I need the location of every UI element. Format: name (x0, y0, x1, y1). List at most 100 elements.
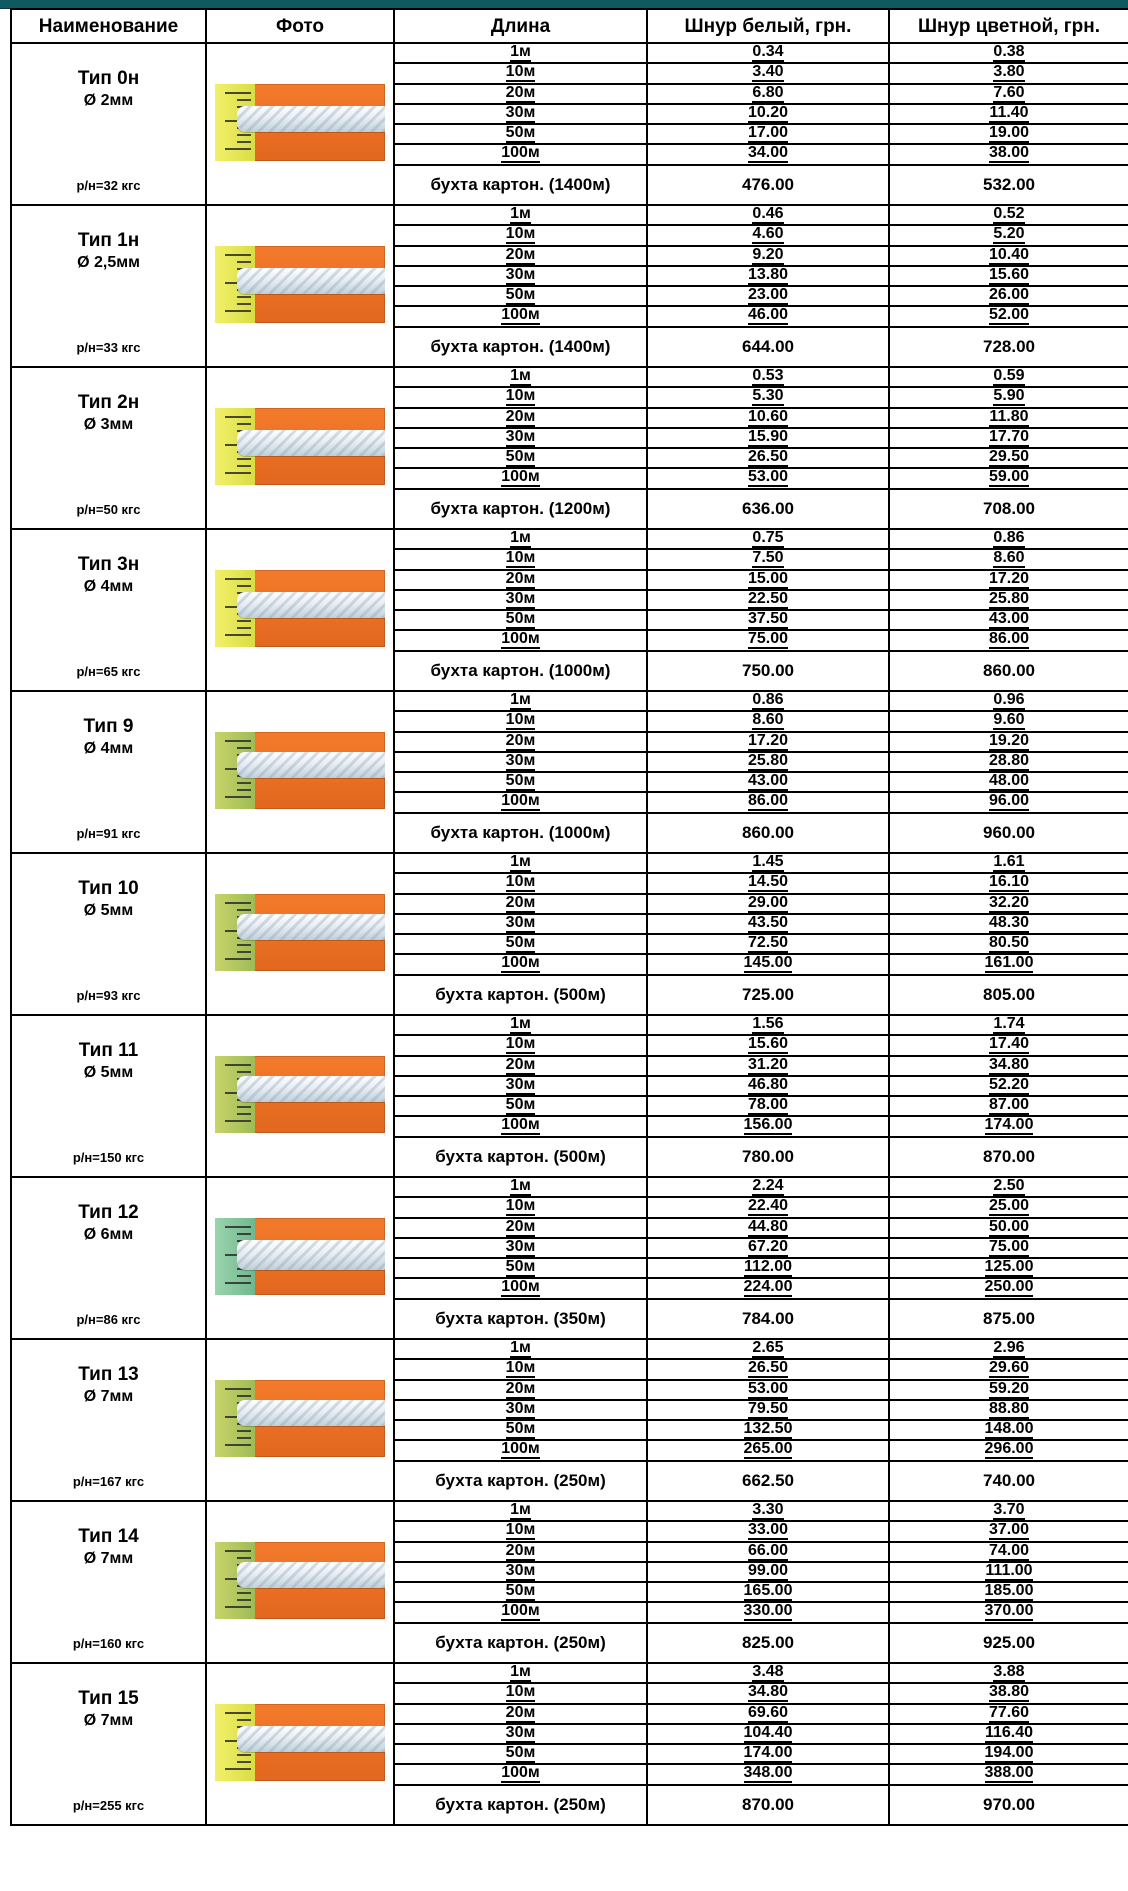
table-row: Тип 11 Ø 5мм р/н=150 кгс 1м 1.56 1.74 (10, 1013, 1128, 1178)
length-value: 100м (501, 792, 540, 812)
spool-row: бухта картон. (1400м) 476.00 532.00 (11, 163, 1128, 206)
breaking-load: р/н=150 кгс (72, 1150, 145, 1165)
type-name-stack: Тип 12 Ø 6мм р/н=86 кгс (16, 1178, 201, 1338)
length-cell: 30м (393, 588, 648, 612)
length-value: 100м (501, 1440, 540, 1460)
header-length: Длина (393, 8, 648, 44)
header-photo: Фото (205, 8, 395, 44)
white-price-value: 2.65 (752, 1339, 784, 1359)
white-price-value: 33.00 (747, 1521, 789, 1541)
type-name: Тип 12 (78, 1202, 139, 1223)
color-price-cell: 32.20 (888, 892, 1128, 915)
white-price-value: 26.50 (747, 1359, 789, 1379)
table-row: 30м 15.90 17.70 (11, 426, 1128, 450)
length-value: 30м (505, 1075, 536, 1095)
color-price-value: 0.86 (993, 529, 1025, 549)
color-price-value: 34.80 (988, 1055, 1030, 1075)
length-cell: 1м (393, 203, 648, 227)
color-price-value: 185.00 (984, 1582, 1034, 1602)
white-price-value: 53.00 (747, 1379, 789, 1399)
cord-photo (215, 894, 385, 971)
table-row: 50м 72.50 80.50 (11, 932, 1128, 956)
color-price-cell: 116.40 (888, 1722, 1128, 1746)
white-price-cell: 46.00 (646, 305, 890, 328)
table-row: 30м 25.80 28.80 (11, 750, 1128, 774)
breaking-load: р/н=50 кгс (76, 502, 141, 517)
white-price-value: 10.60 (747, 407, 789, 427)
cord-photo (215, 408, 385, 485)
length-cell: 1м (393, 527, 648, 551)
white-price-cell: 78.00 (646, 1094, 890, 1118)
type-name-stack: Тип 15 Ø 7мм р/н=255 кгс (16, 1664, 201, 1824)
white-price-cell: 86.00 (646, 791, 890, 814)
ruler-tick (225, 740, 251, 742)
white-price-value: 23.00 (747, 286, 789, 306)
white-price-value: 53.00 (747, 468, 789, 488)
spool-label: бухта картон. (250м) (435, 1633, 606, 1653)
spool-white-price-cell: 784.00 (646, 1297, 890, 1340)
length-cell: 1м (393, 851, 648, 875)
color-price-cell: 25.80 (888, 588, 1128, 612)
color-price-cell: 88.80 (888, 1398, 1128, 1422)
length-value: 50м (505, 1582, 536, 1602)
breaking-load: р/н=86 кгс (76, 1312, 141, 1327)
white-price-cell: 348.00 (646, 1763, 890, 1786)
color-price-cell: 26.00 (888, 284, 1128, 308)
length-cell: 30м (393, 264, 648, 288)
spool-label: бухта картон. (500м) (435, 985, 606, 1005)
color-price-cell: 11.40 (888, 102, 1128, 126)
white-price-cell: 23.00 (646, 284, 890, 308)
ruler-tick (225, 148, 251, 150)
type-diameter: Ø 2,5мм (77, 254, 140, 271)
white-price-cell: 69.60 (646, 1702, 890, 1725)
ruler-tick (225, 796, 251, 798)
table-row: 10м 7.50 8.60 (11, 548, 1128, 571)
white-price-cell: 3.30 (646, 1499, 890, 1523)
table-row: 20м 10.60 11.80 (11, 406, 1128, 429)
length-value: 30м (505, 1237, 536, 1257)
photo-cell (205, 42, 395, 206)
color-price-cell: 3.70 (888, 1499, 1128, 1523)
spool-white-price: 644.00 (742, 337, 794, 357)
white-price-value: 265.00 (743, 1440, 793, 1460)
white-price-cell: 165.00 (646, 1580, 890, 1604)
color-price-value: 1.74 (993, 1015, 1025, 1035)
color-price-value: 388.00 (984, 1764, 1034, 1784)
white-price-cell: 1.56 (646, 1013, 890, 1037)
length-value: 20м (505, 569, 536, 589)
photo-cell (205, 852, 395, 1016)
ruler-tick (225, 1606, 251, 1608)
length-cell: 20м (393, 730, 648, 753)
ruler-tick (225, 1388, 251, 1390)
type-diameter: Ø 4мм (83, 578, 134, 595)
color-price-cell: 2.50 (888, 1175, 1128, 1199)
length-value: 10м (505, 549, 536, 569)
cord-image (237, 1076, 385, 1102)
cord-image (237, 914, 385, 940)
white-price-cell: 34.80 (646, 1682, 890, 1705)
length-cell: 50м (393, 1094, 648, 1118)
ruler-tick (237, 1071, 251, 1073)
white-price-cell: 9.20 (646, 244, 890, 267)
white-price-cell: 66.00 (646, 1540, 890, 1563)
spool-row: бухта картон. (250м) 870.00 970.00 (11, 1783, 1128, 1826)
table-row: 50м 17.00 19.00 (11, 122, 1128, 146)
spool-color-price: 805.00 (983, 985, 1035, 1005)
white-price-cell: 25.80 (646, 750, 890, 774)
color-price-value: 29.50 (988, 448, 1030, 468)
length-value: 100м (501, 1116, 540, 1136)
cord-image (237, 1726, 385, 1752)
spool-label: бухта картон. (500м) (435, 1147, 606, 1167)
color-price-value: 0.59 (993, 367, 1025, 387)
color-price-cell: 43.00 (888, 608, 1128, 632)
length-cell: 100м (393, 1277, 648, 1300)
ruler-tick (237, 1719, 251, 1721)
ruler-tick (237, 134, 251, 136)
length-value: 20м (505, 1703, 536, 1723)
length-cell: 50м (393, 1742, 648, 1766)
length-value: 20м (505, 83, 536, 103)
length-cell: 1м (393, 41, 648, 65)
table-row: 100м 46.00 52.00 (11, 305, 1128, 328)
white-price-cell: 145.00 (646, 953, 890, 976)
color-price-cell: 0.38 (888, 41, 1128, 65)
